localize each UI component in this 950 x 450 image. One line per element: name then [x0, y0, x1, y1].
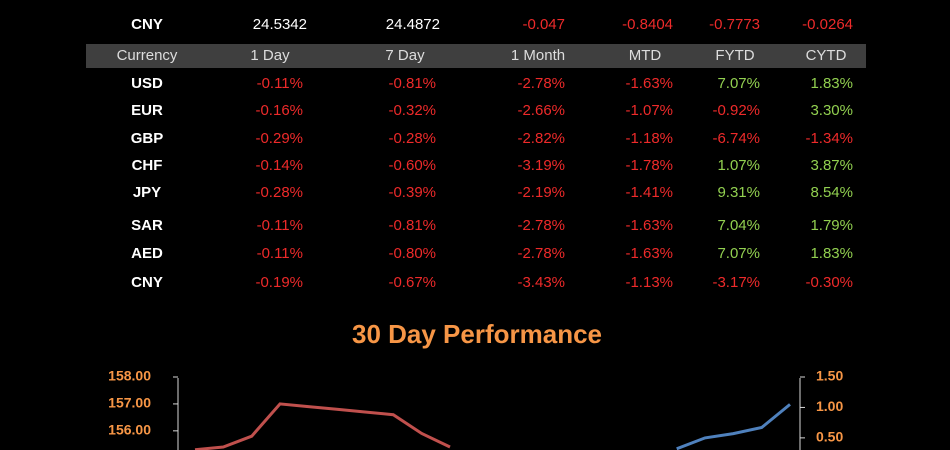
value-cell: -2.78%: [517, 245, 565, 262]
value-cell: -2.82%: [517, 130, 565, 147]
value-cell: -0.047: [522, 16, 565, 33]
value-cell: 24.5342: [252, 16, 307, 33]
y-tick-label: 157.00: [108, 395, 151, 411]
y2-tick-label: 1.00: [816, 398, 843, 414]
value-cell: -3.17%: [712, 274, 760, 291]
currency-label: SAR: [131, 217, 163, 234]
y-tick-label: 158.00: [108, 368, 151, 384]
currency-label: AED: [131, 245, 163, 262]
column-header: 1 Month: [510, 47, 566, 64]
value-cell: 1.83%: [810, 75, 853, 92]
column-header: FYTD: [715, 47, 755, 64]
value-cell: -0.8404: [622, 16, 673, 33]
value-cell: -3.19%: [517, 157, 565, 174]
column-header: MTD: [628, 47, 662, 64]
series-line: [676, 403, 791, 450]
value-cell: 7.07%: [717, 75, 760, 92]
value-cell: 1.07%: [717, 157, 760, 174]
value-cell: -1.63%: [625, 245, 673, 262]
value-cell: -0.16%: [255, 102, 303, 119]
column-header: Currency: [116, 47, 178, 64]
value-cell: -1.63%: [625, 75, 673, 92]
value-cell: -0.11%: [256, 245, 303, 262]
value-cell: 8.54%: [810, 184, 853, 201]
value-cell: -1.13%: [625, 274, 673, 291]
value-cell: 3.87%: [810, 157, 853, 174]
value-cell: -2.78%: [517, 217, 565, 234]
value-cell: 24.4872: [385, 16, 440, 33]
chart-title: 30 Day Performance: [352, 319, 602, 349]
value-cell: -0.32%: [388, 102, 436, 119]
value-cell: -0.28%: [255, 184, 303, 201]
value-cell: -3.43%: [517, 274, 565, 291]
header-bar: [86, 44, 866, 68]
currency-label: GBP: [130, 130, 164, 147]
currency-label: JPY: [132, 184, 162, 201]
value-cell: -0.67%: [388, 274, 436, 291]
currency-label: CHF: [131, 157, 163, 174]
y-tick-label: 156.00: [108, 422, 151, 438]
value-cell: -0.11%: [256, 217, 303, 234]
value-cell: -0.7773: [709, 16, 760, 33]
column-header: CYTD: [805, 47, 847, 64]
value-cell: 9.31%: [717, 184, 760, 201]
value-cell: 1.83%: [810, 245, 853, 262]
value-cell: -0.28%: [388, 130, 436, 147]
value-cell: -1.18%: [625, 130, 673, 147]
value-cell: 3.30%: [810, 102, 853, 119]
value-cell: 7.07%: [717, 245, 760, 262]
currency-label: USD: [131, 75, 163, 92]
column-header: 7 Day: [385, 47, 425, 64]
value-cell: -0.92%: [712, 102, 760, 119]
value-cell: -0.81%: [388, 217, 436, 234]
value-cell: -0.0264: [802, 16, 853, 33]
value-cell: -0.30%: [805, 274, 853, 291]
value-cell: -0.29%: [255, 130, 303, 147]
currency-label: CNY: [131, 16, 163, 33]
value-cell: -0.81%: [388, 75, 436, 92]
currency-label: EUR: [131, 102, 163, 119]
value-cell: -2.19%: [517, 184, 565, 201]
value-cell: -2.66%: [517, 102, 565, 119]
y2-tick-label: 1.50: [816, 368, 843, 384]
value-cell: -6.74%: [712, 130, 760, 147]
value-cell: -0.11%: [256, 75, 303, 92]
currency-label: CNY: [131, 274, 163, 291]
y2-tick-label: 0.50: [816, 429, 843, 445]
value-cell: -0.19%: [255, 274, 303, 291]
value-cell: -1.63%: [625, 217, 673, 234]
value-cell: -0.60%: [388, 157, 436, 174]
value-cell: -1.41%: [625, 184, 673, 201]
value-cell: 7.04%: [717, 217, 760, 234]
value-cell: -2.78%: [517, 75, 565, 92]
value-cell: -0.80%: [388, 245, 436, 262]
value-cell: -1.34%: [805, 130, 853, 147]
value-cell: -1.78%: [625, 157, 673, 174]
value-cell: -0.39%: [388, 184, 436, 201]
value-cell: 1.79%: [810, 217, 853, 234]
column-header: 1 Day: [250, 47, 290, 64]
value-cell: -0.14%: [255, 157, 303, 174]
series-line: [194, 402, 451, 450]
value-cell: -1.07%: [625, 102, 673, 119]
